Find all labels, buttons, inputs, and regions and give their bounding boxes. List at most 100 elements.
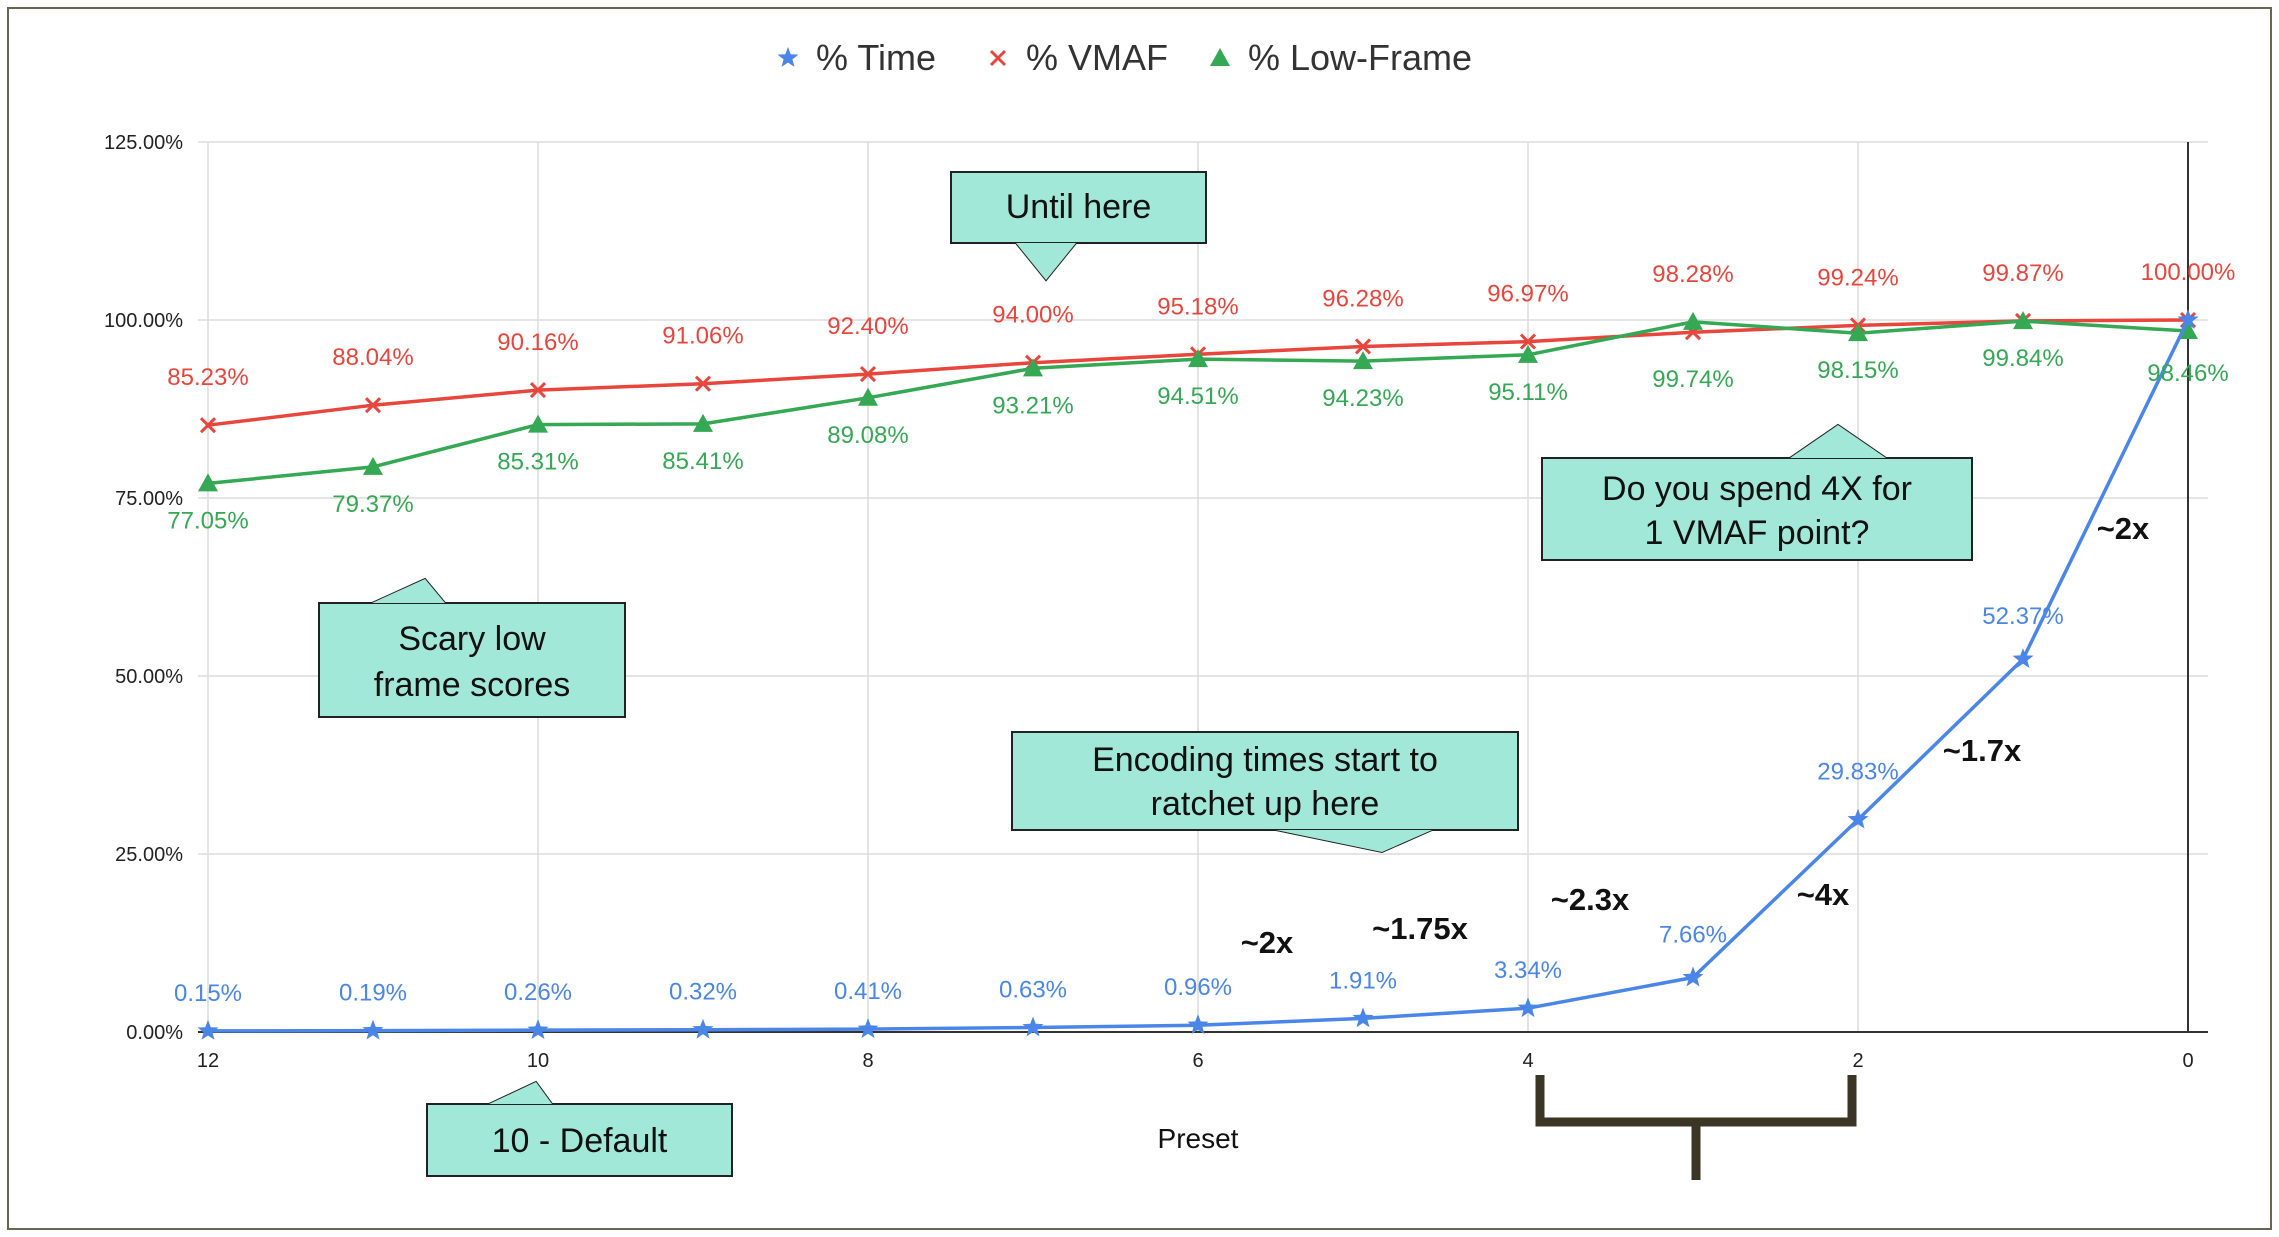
data-point bbox=[1187, 1014, 1209, 1035]
multiplier-annotation: ~1.7x bbox=[1943, 733, 2022, 768]
time-data-label: 0.96% bbox=[1164, 974, 1232, 1001]
y-tick-label: 0.00% bbox=[126, 1022, 183, 1044]
legend-item: % VMAF bbox=[989, 37, 1168, 78]
x-tick-label: 0 bbox=[2182, 1050, 2193, 1072]
data-point bbox=[1353, 351, 1373, 370]
callout-box: Do you spend 4X for 1 VMAF point? bbox=[1541, 423, 1973, 561]
low-frame-data-label: 85.31% bbox=[497, 449, 578, 476]
legend-label: % VMAF bbox=[1026, 37, 1168, 78]
callout-box: Until here bbox=[950, 171, 1207, 282]
data-point bbox=[692, 1018, 714, 1039]
series---low-frame bbox=[198, 311, 2198, 492]
legend-label: % Time bbox=[816, 37, 936, 78]
data-point bbox=[363, 456, 383, 475]
y-tick-label: 25.00% bbox=[115, 844, 183, 866]
data-point bbox=[1518, 344, 1538, 363]
data-point bbox=[1022, 1016, 1044, 1037]
legend-label: % Low-Frame bbox=[1248, 37, 1472, 78]
preset-bracket bbox=[1535, 1075, 1857, 1180]
data-point bbox=[362, 1019, 384, 1040]
low-frame-data-label: 85.41% bbox=[662, 448, 743, 475]
callout-box: Encoding times start to ratchet up here bbox=[1011, 731, 1519, 854]
vmaf-data-label: 98.28% bbox=[1652, 261, 1733, 288]
data-point bbox=[199, 417, 217, 434]
time-data-label: 3.34% bbox=[1494, 957, 1562, 984]
y-tick-label: 50.00% bbox=[115, 666, 183, 688]
low-frame-data-label: 99.74% bbox=[1652, 366, 1733, 393]
x-tick-label: 12 bbox=[197, 1050, 219, 1072]
multiplier-annotation: ~1.75x bbox=[1372, 911, 1468, 946]
vmaf-data-label: 100.00% bbox=[2141, 259, 2236, 286]
low-frame-data-label: 99.84% bbox=[1982, 345, 2063, 372]
time-data-label: 0.15% bbox=[174, 980, 242, 1007]
x-tick-label: 4 bbox=[1522, 1050, 1533, 1072]
callout-rect bbox=[1011, 731, 1519, 831]
data-point bbox=[2178, 320, 2198, 339]
data-point bbox=[1354, 338, 1372, 355]
marker-stroke bbox=[694, 375, 712, 392]
time-data-label: 0.41% bbox=[834, 978, 902, 1005]
callout-text: Scary low frame scores bbox=[374, 620, 571, 704]
data-point bbox=[1683, 311, 1703, 330]
data-point bbox=[693, 413, 713, 432]
data-point bbox=[1188, 349, 1208, 368]
x-axis-label: Preset bbox=[1158, 1123, 1239, 1154]
callout-pointer-fill bbox=[1790, 425, 1886, 458]
data-point bbox=[364, 397, 382, 414]
data-point bbox=[1519, 333, 1537, 350]
data-point bbox=[694, 375, 712, 392]
low-frame-data-label: 79.37% bbox=[332, 491, 413, 518]
callout-text: Until here bbox=[1006, 188, 1152, 226]
x-tick-label: 2 bbox=[1852, 1050, 1863, 1072]
marker-stroke bbox=[1354, 338, 1372, 355]
vmaf-data-label: 92.40% bbox=[827, 313, 908, 340]
data-point bbox=[857, 1018, 879, 1038]
time-data-label: 0.63% bbox=[999, 977, 1067, 1004]
vmaf-data-label: 88.04% bbox=[332, 344, 413, 371]
callout-box: Scary low frame scores bbox=[318, 577, 626, 718]
vmaf-data-label: 96.97% bbox=[1487, 281, 1568, 308]
y-tick-label: 125.00% bbox=[104, 132, 183, 154]
time-data-label: 29.83% bbox=[1817, 759, 1898, 786]
low-frame-data-label: 77.05% bbox=[167, 507, 248, 534]
data-point bbox=[1023, 358, 1043, 377]
data-point bbox=[1682, 966, 1704, 987]
marker-stroke bbox=[529, 382, 547, 399]
low-frame-data-label: 98.46% bbox=[2147, 360, 2228, 387]
data-point bbox=[527, 1019, 549, 1039]
data-point bbox=[2177, 309, 2199, 329]
y-tick-label: 100.00% bbox=[104, 310, 183, 332]
x-tick-label: 10 bbox=[527, 1050, 549, 1072]
data-point bbox=[528, 414, 548, 433]
vmaf-data-label: 85.23% bbox=[167, 364, 248, 391]
callout-pointer-fill bbox=[1276, 830, 1432, 852]
callout-rect bbox=[1541, 457, 1973, 561]
data-point bbox=[529, 382, 547, 399]
callout-pointer-fill bbox=[1016, 243, 1076, 280]
data-point bbox=[2013, 311, 2033, 330]
vmaf-data-label: 99.24% bbox=[1817, 264, 1898, 291]
time-data-label: 52.37% bbox=[1982, 603, 2063, 630]
x-tick-label: 6 bbox=[1192, 1050, 1203, 1072]
time-data-label: 0.26% bbox=[504, 979, 572, 1006]
vmaf-data-label: 94.00% bbox=[992, 302, 1073, 329]
data-point bbox=[989, 49, 1007, 67]
callout-pointer-fill bbox=[489, 1082, 552, 1104]
series---time bbox=[197, 309, 2199, 1040]
data-point bbox=[1210, 48, 1230, 66]
callout-text: Do you spend 4X for 1 VMAF point? bbox=[1602, 470, 1912, 552]
multiplier-annotation: ~2x bbox=[1241, 925, 1294, 960]
legend-item: % Low-Frame bbox=[1210, 37, 1472, 78]
time-data-label: 1.91% bbox=[1329, 967, 1397, 994]
marker-stroke bbox=[364, 397, 382, 414]
low-frame-data-label: 94.23% bbox=[1322, 385, 1403, 412]
data-point bbox=[858, 387, 878, 406]
data-point bbox=[1847, 808, 1869, 829]
time-data-label: 0.19% bbox=[339, 980, 407, 1007]
time-data-label: 7.66% bbox=[1659, 921, 1727, 948]
multiplier-annotation: ~2x bbox=[2097, 511, 2150, 546]
marker-stroke bbox=[989, 49, 1007, 67]
low-frame-data-label: 89.08% bbox=[827, 422, 908, 449]
low-frame-data-label: 98.15% bbox=[1817, 357, 1898, 384]
